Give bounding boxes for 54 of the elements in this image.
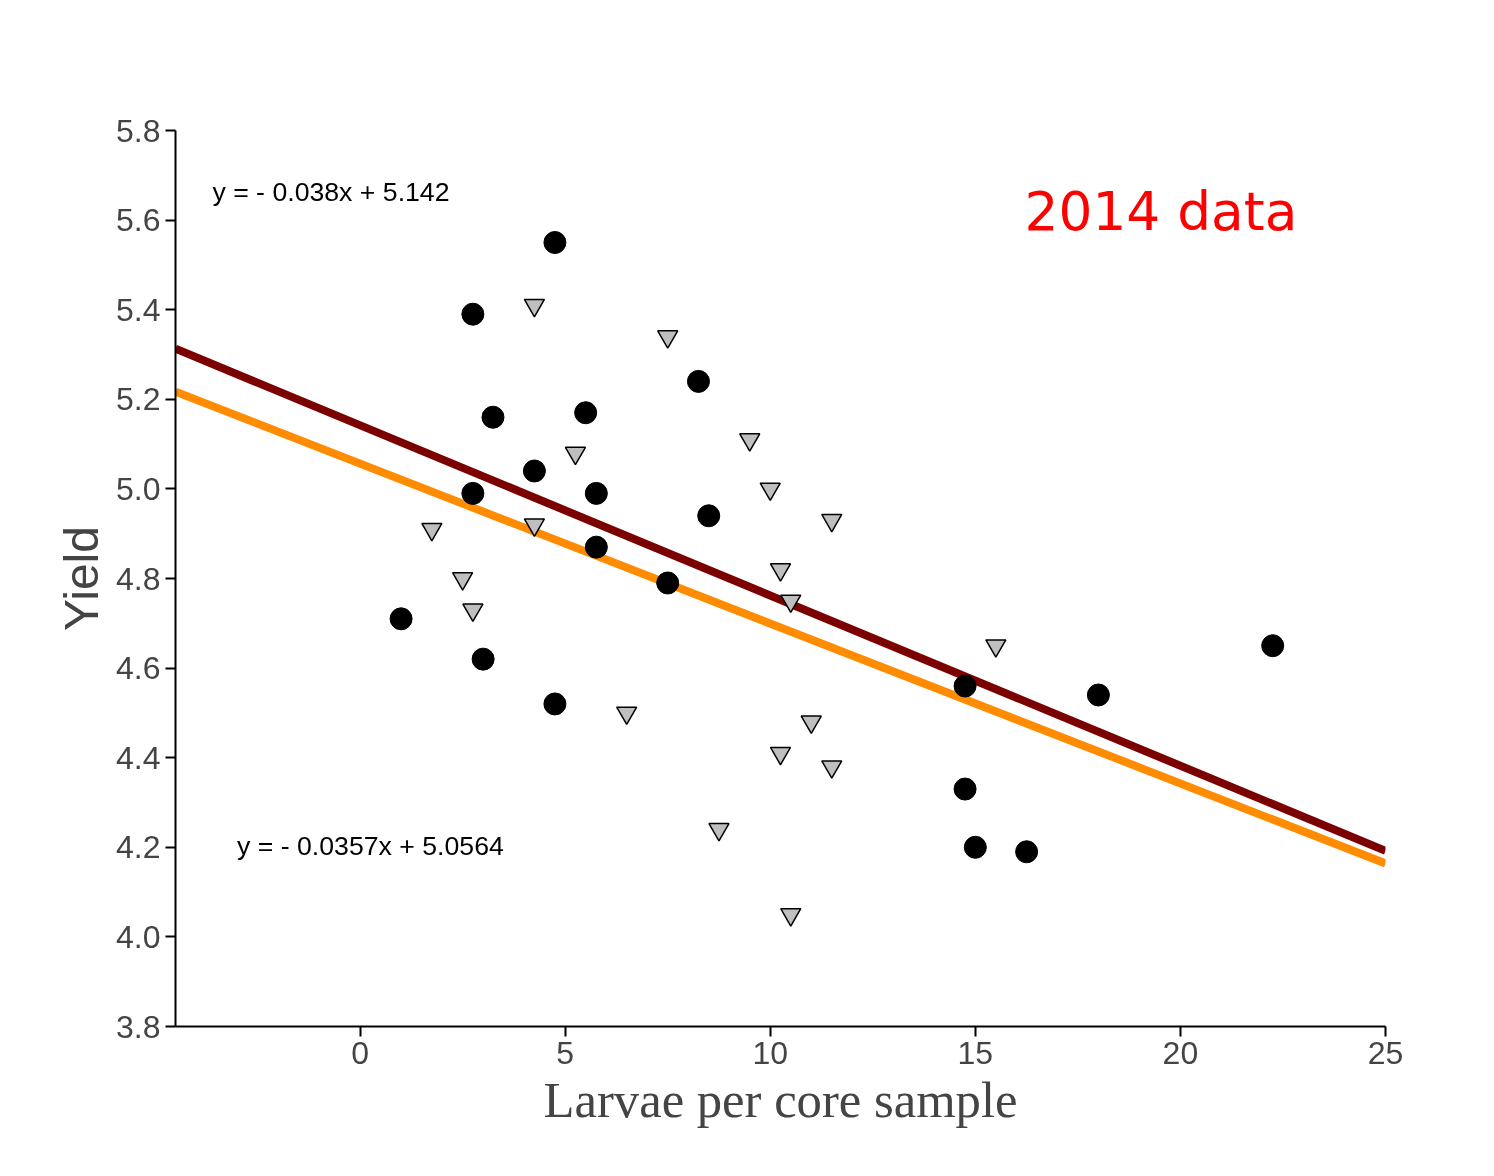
point	[1015, 840, 1039, 864]
point	[769, 563, 792, 582]
point	[1086, 683, 1110, 707]
x-tick-label: 15	[957, 1034, 994, 1071]
annotation: y = - 0.0357x + 5.0564	[237, 830, 504, 861]
y-tick-label: 4.0	[116, 918, 161, 955]
point	[522, 459, 546, 483]
point	[821, 760, 843, 779]
point	[953, 777, 977, 801]
x-tick-label: 20	[1162, 1034, 1199, 1071]
y-axis-title: Yield	[55, 526, 109, 631]
point	[389, 607, 413, 631]
y-tick-label: 4.8	[116, 560, 161, 597]
point	[543, 692, 567, 716]
point	[708, 822, 730, 842]
point	[461, 302, 485, 326]
point	[780, 594, 802, 614]
point	[821, 513, 843, 533]
point	[953, 674, 977, 698]
point	[471, 647, 495, 671]
x-tick-label: 0	[351, 1034, 369, 1071]
point	[584, 481, 608, 505]
point	[656, 571, 680, 595]
point	[697, 504, 721, 528]
x-tick-label: 5	[556, 1034, 575, 1071]
y-tick-label: 5.4	[116, 291, 161, 328]
y-tick-label: 5.8	[116, 112, 161, 149]
point	[461, 481, 485, 505]
y-tick-label: 3.8	[116, 1008, 161, 1045]
annotation: y = - 0.038x + 5.142	[212, 176, 450, 207]
point	[421, 522, 443, 542]
point	[800, 715, 823, 735]
y-tick-label: 5.2	[116, 381, 161, 418]
x-axis-title: Larvae per core sample	[543, 1071, 1018, 1128]
point	[481, 405, 505, 429]
y-tick-label: 4.6	[116, 650, 161, 687]
x-tick-label: 25	[1367, 1034, 1404, 1071]
point	[769, 746, 792, 766]
annotation: 2014 data	[1024, 179, 1298, 243]
point	[985, 639, 1007, 658]
y-tick-label: 4.2	[116, 829, 161, 866]
x-tick-label: 10	[752, 1034, 789, 1071]
point	[451, 571, 474, 591]
y-tick-label: 5.6	[116, 202, 161, 239]
point	[543, 231, 567, 254]
point	[780, 907, 802, 927]
point	[584, 535, 608, 559]
point	[1261, 634, 1285, 658]
point	[574, 401, 598, 425]
y-tick-label: 5.0	[116, 470, 161, 507]
point	[686, 369, 710, 393]
point	[615, 706, 638, 726]
y-tick-label: 4.4	[116, 739, 161, 776]
point	[462, 603, 484, 623]
